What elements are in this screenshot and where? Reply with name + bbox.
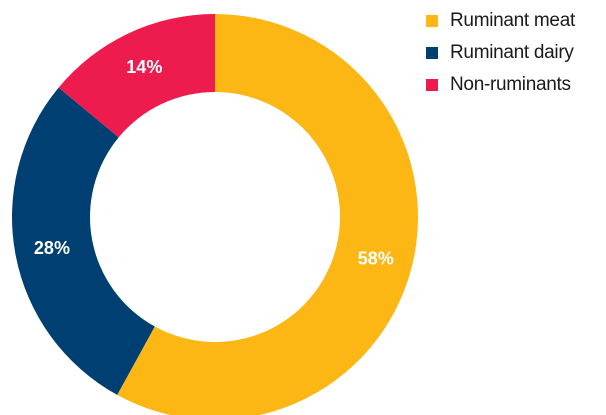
slice-label-ruminant-meat: 58% (358, 248, 394, 268)
slice-label-non-ruminants: 14% (126, 57, 162, 77)
legend-label-ruminant-meat: Ruminant meat (450, 10, 575, 31)
legend-label-non-ruminants: Non-ruminants (450, 74, 571, 95)
slice-non-ruminants (58, 14, 215, 138)
legend-swatch-ruminant-dairy (426, 47, 438, 59)
legend-item-ruminant-dairy: Ruminant dairy (426, 38, 575, 68)
legend-label-ruminant-dairy: Ruminant dairy (450, 42, 574, 63)
slice-label-ruminant-dairy: 28% (34, 238, 70, 258)
slice-labels-group: 58% 28% 14% (34, 57, 394, 268)
slice-ruminant-meat (117, 14, 418, 415)
legend-swatch-ruminant-meat (426, 15, 438, 27)
legend-item-ruminant-meat: Ruminant meat (426, 6, 575, 36)
slice-ruminant-dairy (11, 87, 155, 395)
slices-group (11, 14, 418, 415)
legend-swatch-non-ruminants (426, 79, 438, 91)
donut-plot: 58% 28% 14% (11, 14, 418, 415)
legend: Ruminant meat Ruminant dairy Non-ruminan… (426, 6, 575, 102)
legend-item-non-ruminants: Non-ruminants (426, 70, 575, 100)
